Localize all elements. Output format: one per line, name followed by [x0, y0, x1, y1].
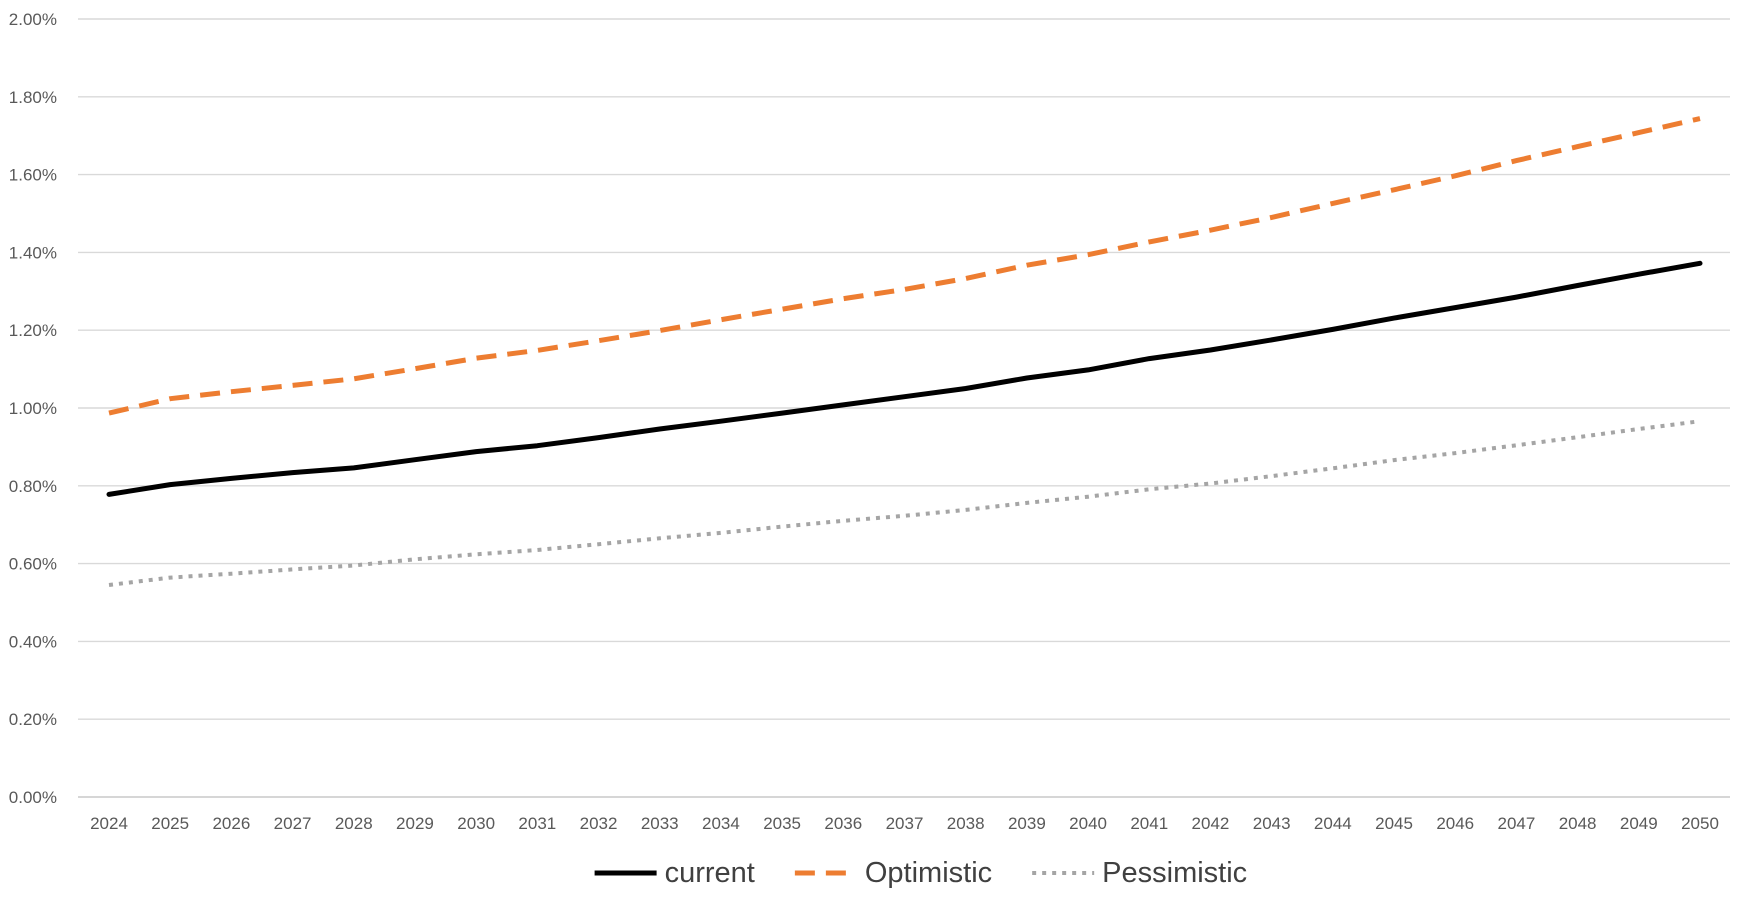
x-tick-label: 2047	[1498, 814, 1536, 833]
x-tick-label: 2028	[335, 814, 373, 833]
series-lines	[106, 116, 1703, 587]
x-tick-label: 2049	[1620, 814, 1658, 833]
legend: current Optimistic Pessimistic	[594, 857, 1247, 889]
y-tick-label: 1.60%	[9, 166, 57, 185]
x-tick-label: 2039	[1008, 814, 1046, 833]
x-tick-label: 2027	[274, 814, 312, 833]
series-line-pessimistic	[108, 419, 1701, 587]
x-tick-label: 2035	[763, 814, 801, 833]
x-tick-label: 2048	[1559, 814, 1597, 833]
x-tick-label: 2038	[947, 814, 985, 833]
legend-item-pessimistic: Pessimistic	[1032, 857, 1247, 889]
y-tick-label: 0.00%	[9, 788, 57, 807]
legend-label: Optimistic	[865, 857, 992, 889]
x-tick-label: 2043	[1253, 814, 1291, 833]
y-tick-label: 0.40%	[9, 632, 57, 651]
x-tick-label: 2033	[641, 814, 679, 833]
y-tick-label: 2.00%	[9, 10, 57, 29]
x-tick-label: 2050	[1681, 814, 1719, 833]
x-tick-label: 2025	[151, 814, 189, 833]
legend-label: Pessimistic	[1102, 857, 1247, 889]
x-tick-label: 2034	[702, 814, 740, 833]
y-axis-tick-labels: 0.00% 0.20% 0.40% 0.60% 0.80% 1.00% 1.20% 1.40%…	[9, 10, 57, 807]
y-tick-label: 1.40%	[9, 243, 57, 262]
legend-label: current	[665, 857, 755, 889]
x-tick-label: 2036	[824, 814, 862, 833]
x-tick-label: 2046	[1436, 814, 1474, 833]
y-tick-label: 0.80%	[9, 477, 57, 496]
x-tick-label: 2026	[212, 814, 250, 833]
y-tick-label: 1.80%	[9, 88, 57, 107]
x-tick-label: 2041	[1130, 814, 1168, 833]
x-tick-label: 2037	[886, 814, 924, 833]
x-tick-label: 2044	[1314, 814, 1352, 833]
x-axis-tick-labels: 2024 2025 2026 2027 2028 2029 2030 2031 2032 2033…	[90, 814, 1719, 833]
x-tick-label: 2024	[90, 814, 128, 833]
gridlines	[78, 18, 1730, 798]
y-tick-label: 1.20%	[9, 321, 57, 340]
x-tick-label: 2031	[518, 814, 556, 833]
x-tick-label: 2029	[396, 814, 434, 833]
x-tick-label: 2045	[1375, 814, 1413, 833]
legend-item-current: current	[594, 857, 755, 889]
y-tick-label: 1.00%	[9, 399, 57, 418]
x-tick-label: 2032	[580, 814, 618, 833]
legend-item-optimistic: Optimistic	[794, 857, 992, 889]
y-tick-label: 0.20%	[9, 710, 57, 729]
y-tick-label: 0.60%	[9, 555, 57, 574]
series-line-current	[106, 260, 1703, 497]
series-line-optimistic	[108, 116, 1701, 416]
x-tick-label: 2040	[1069, 814, 1107, 833]
x-tick-label: 2030	[457, 814, 495, 833]
x-tick-label: 2042	[1192, 814, 1230, 833]
